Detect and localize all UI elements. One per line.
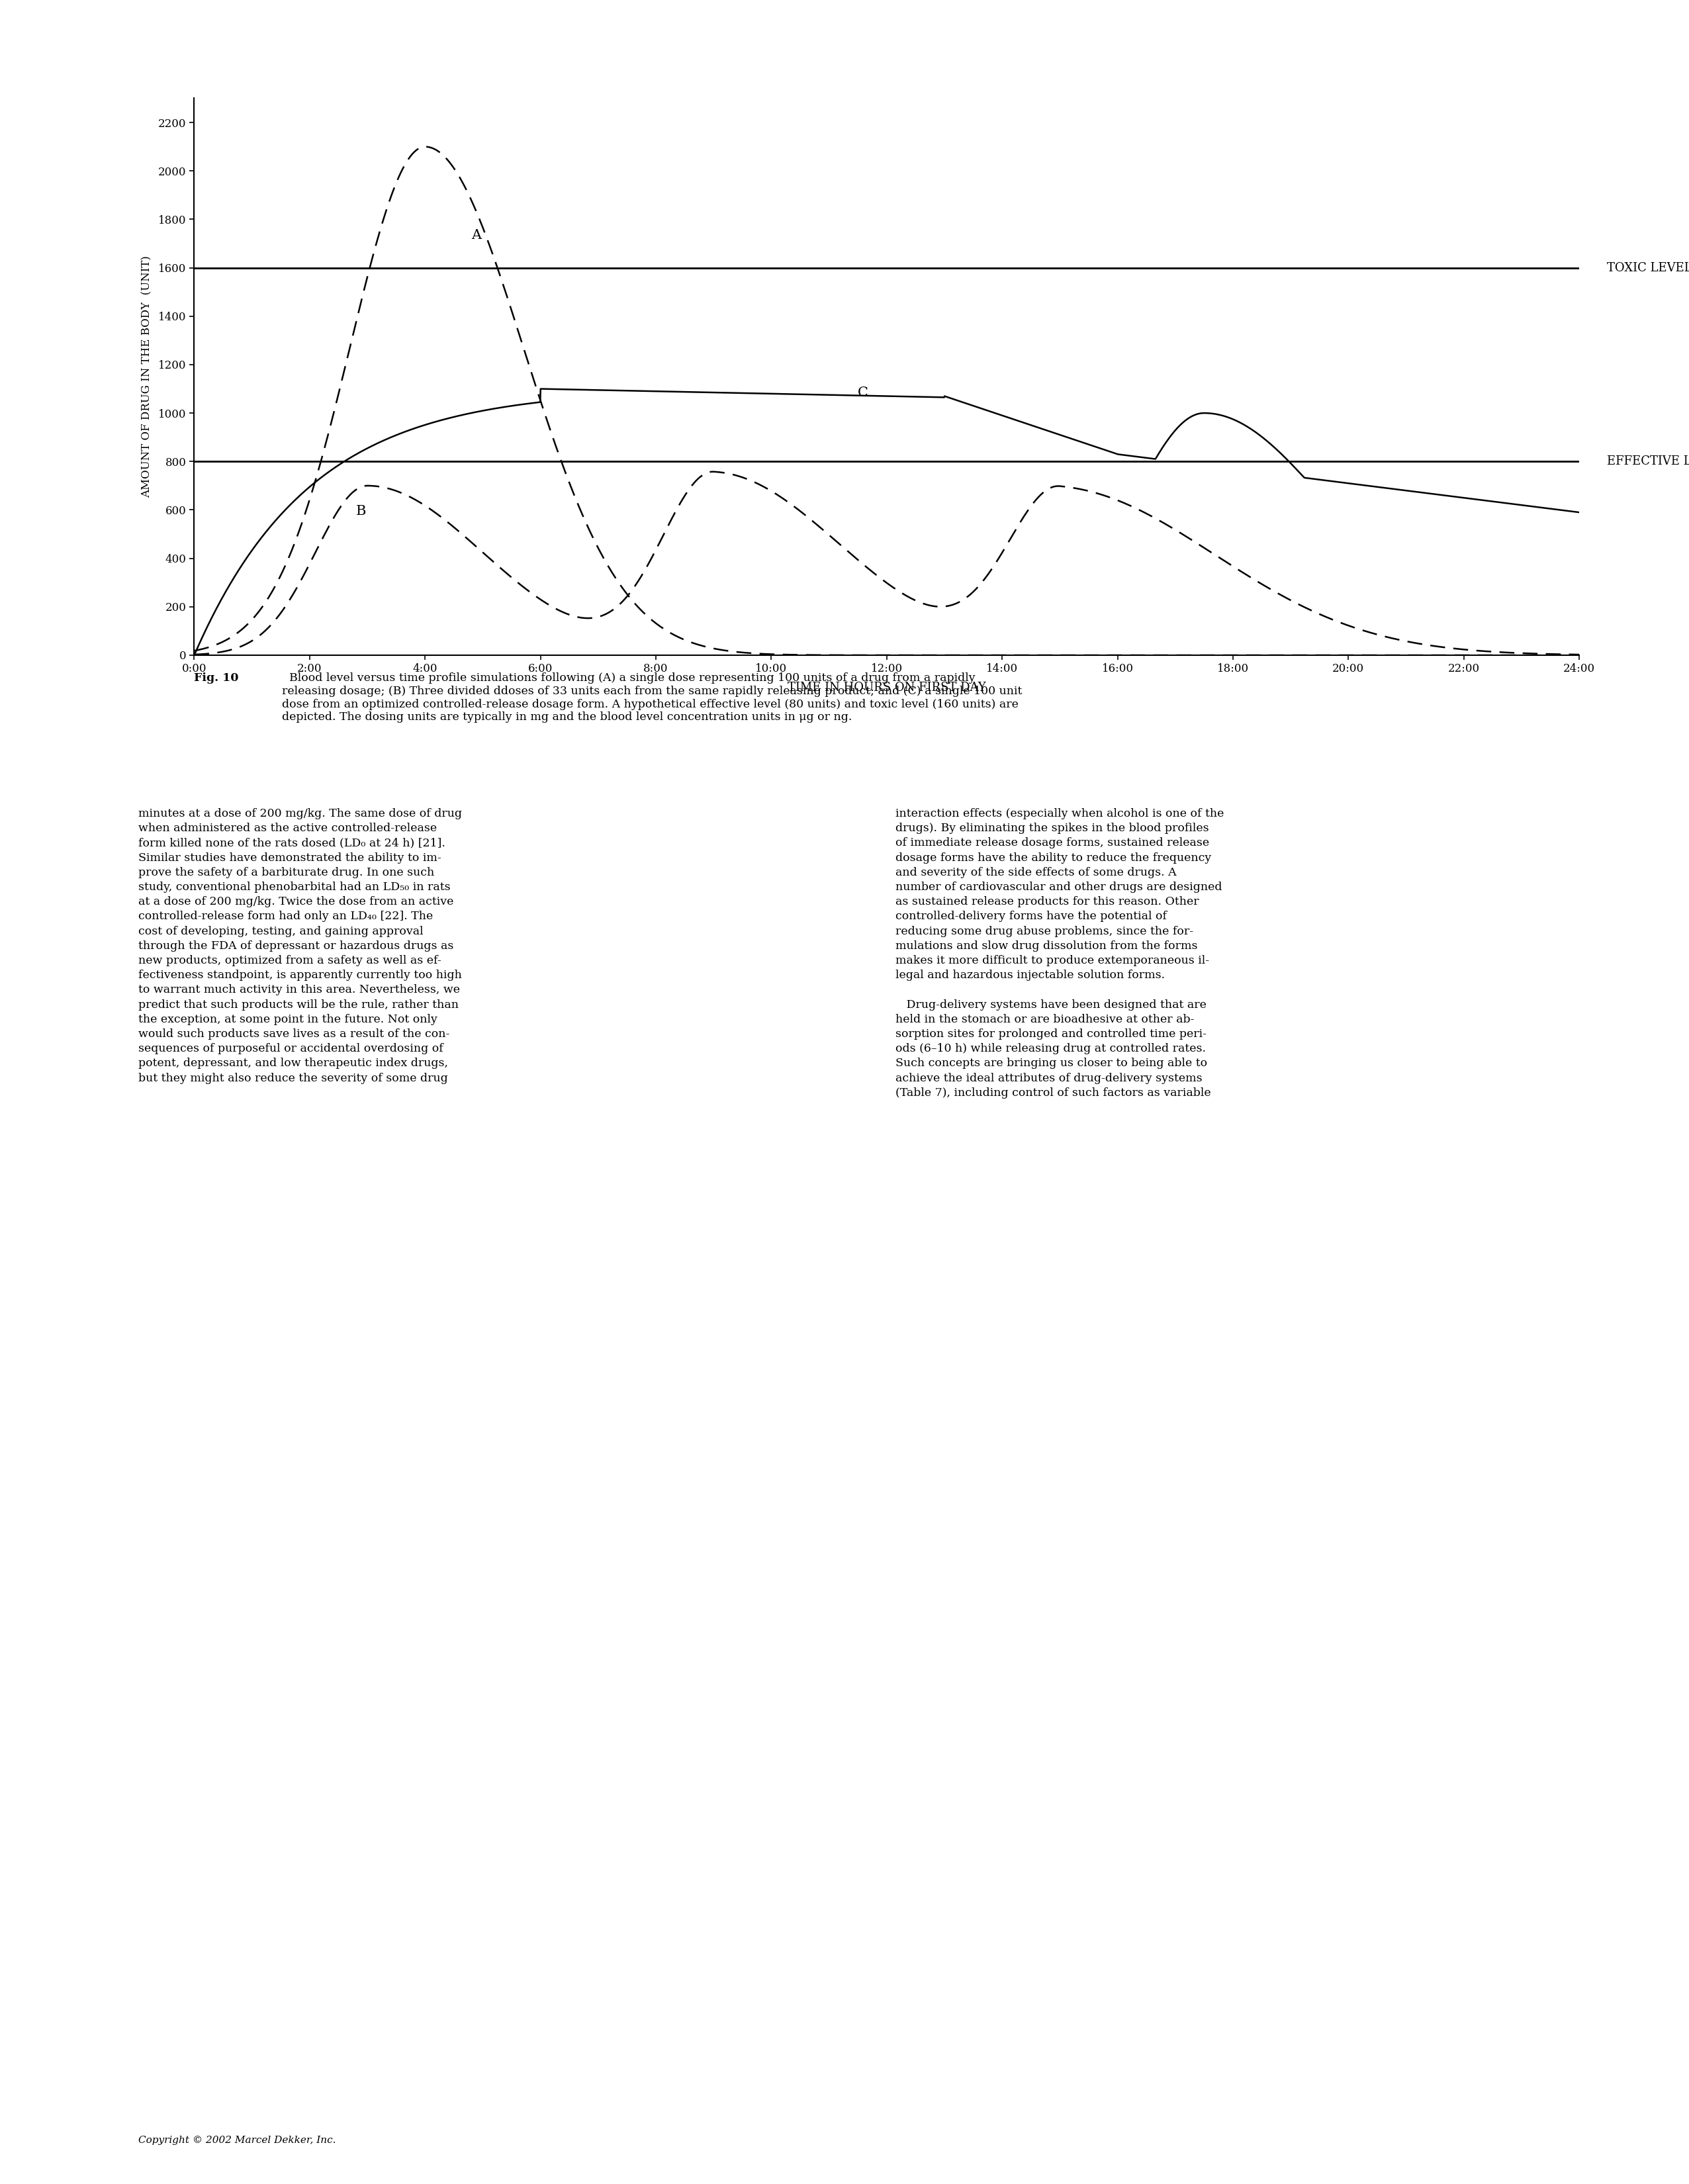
Y-axis label: AMOUNT OF DRUG IN THE BODY  (UNIT): AMOUNT OF DRUG IN THE BODY (UNIT) (142, 256, 152, 498)
Text: interaction effects (especially when alcohol is one of the
drugs). By eliminatin: interaction effects (especially when alc… (895, 808, 1225, 1099)
Text: Fig. 10: Fig. 10 (194, 673, 238, 684)
X-axis label: TIME IN HOURS ON FIRST DAY: TIME IN HOURS ON FIRST DAY (787, 681, 986, 695)
Text: EFFECTIVE LEVEL: EFFECTIVE LEVEL (1606, 456, 1689, 467)
Text: A: A (471, 229, 481, 242)
Text: B: B (356, 505, 367, 518)
Text: TOXIC LEVEL: TOXIC LEVEL (1606, 262, 1689, 273)
Text: Copyright © 2002 Marcel Dekker, Inc.: Copyright © 2002 Marcel Dekker, Inc. (138, 2136, 336, 2145)
Text: C: C (858, 387, 868, 400)
Text: minutes at a dose of 200 mg/kg. The same dose of drug
when administered as the a: minutes at a dose of 200 mg/kg. The same… (138, 808, 463, 1083)
Text: Blood level versus time profile simulations following (A) a single dose represen: Blood level versus time profile simulati… (282, 673, 1022, 723)
